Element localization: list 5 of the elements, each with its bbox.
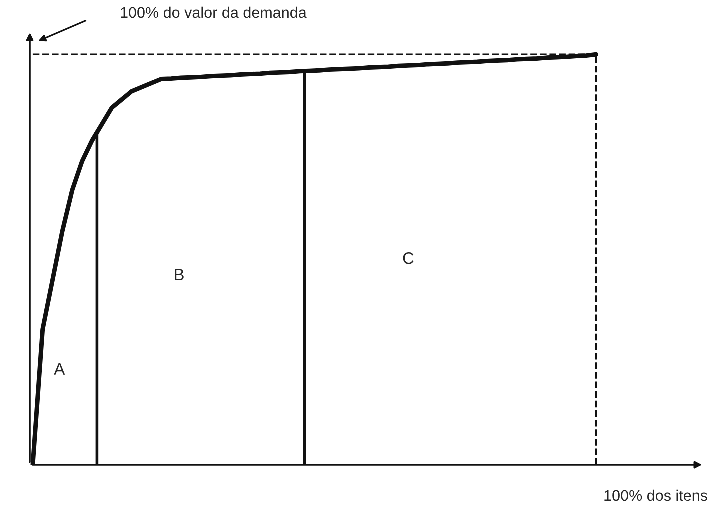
x-axis-title: 100% dos itens — [604, 490, 708, 502]
annotation: B — [175, 269, 184, 281]
annotation: A — [54, 363, 66, 375]
y-axis-title: 100% do valor da demanda — [121, 6, 307, 18]
annotation: C — [403, 252, 414, 264]
